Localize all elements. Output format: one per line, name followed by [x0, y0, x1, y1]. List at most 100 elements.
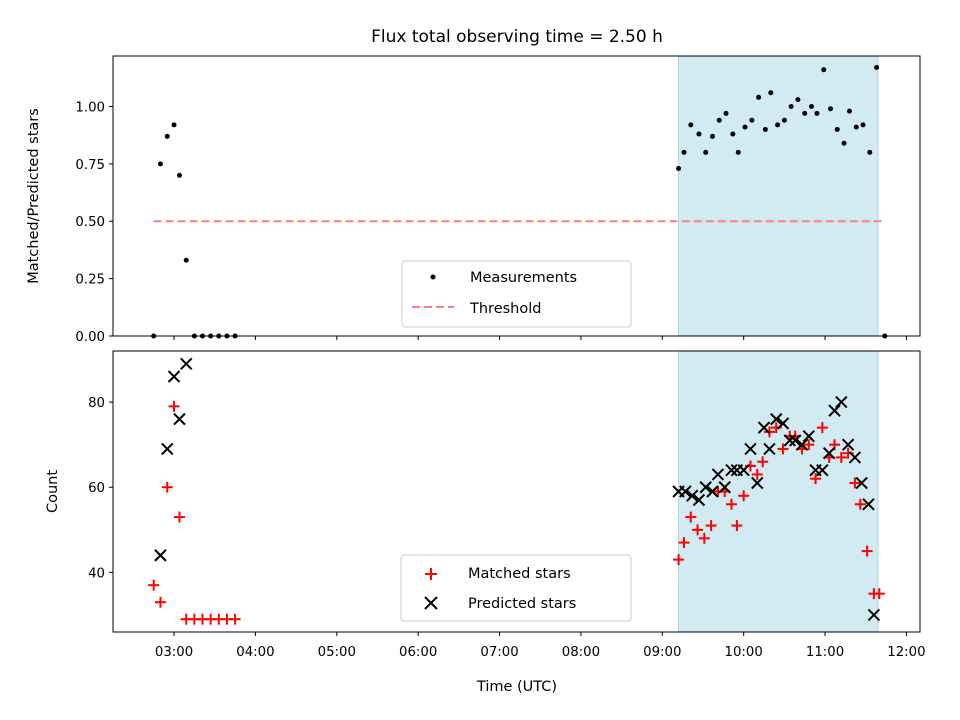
legend-predicted-label: Predicted stars	[468, 596, 576, 612]
measurement-point	[716, 117, 722, 123]
measurement-point	[688, 122, 694, 128]
measurement-point	[867, 149, 873, 155]
measurement-point	[730, 131, 736, 137]
predicted-star-point	[154, 549, 167, 562]
predicted-star-point	[816, 464, 829, 477]
top-panel: 0.00 0.25 0.50 0.75 1.00 Matched/Predicted s…	[26, 55, 921, 345]
measurement-point	[768, 90, 774, 96]
matched-star-point	[698, 532, 710, 544]
top-y-tick-label: 0.00	[75, 330, 105, 345]
predicted-star-point	[802, 429, 815, 443]
top-y-tick-label: 0.50	[75, 215, 105, 230]
predicted-star-point	[835, 395, 848, 409]
bottom-x-tick-label: 11:00	[806, 645, 844, 660]
chart-title: Flux total observing time = 2.50 h	[371, 27, 663, 47]
bottom-x-axis-label: Time (UTC)	[476, 679, 557, 695]
legend-matched-label: Matched stars	[468, 566, 571, 582]
bottom-x-tick-label: 06:00	[399, 645, 437, 660]
measurement-point	[709, 133, 715, 139]
predicted-star-point	[180, 357, 193, 370]
measurement-point	[795, 97, 801, 103]
predicted-star-point	[685, 489, 699, 502]
legend-predicted-marker	[424, 596, 438, 610]
predicted-star-point	[161, 442, 174, 456]
bottom-x-tick-label: 10:00	[725, 645, 763, 660]
measurement-point	[846, 108, 852, 114]
legend-matched-marker	[425, 568, 437, 580]
predicted-star-point	[763, 442, 776, 456]
matched-star-point	[810, 473, 822, 485]
matched-star-point	[731, 520, 743, 532]
predicted-star-point	[789, 434, 802, 447]
predicted-star-point	[867, 608, 881, 622]
legend-threshold-label: Threshold	[469, 301, 541, 317]
predicted-star-point	[848, 451, 862, 464]
bottom-legend-box	[400, 554, 632, 622]
predicted-star-point	[770, 412, 783, 426]
predicted-star-point	[822, 446, 836, 460]
measurement-point	[860, 122, 866, 128]
predicted-star-point	[737, 464, 750, 477]
measurement-point	[834, 126, 840, 132]
measurement-point	[183, 257, 189, 263]
matched-star-point	[835, 451, 847, 463]
top-y-tick-label: 1.00	[75, 100, 105, 115]
predicted-star-point	[167, 370, 181, 383]
top-legend-box	[401, 260, 632, 328]
measurement-point	[696, 131, 702, 137]
bottom-axis-ticks: 40 60 80 03:00 04:00 05:00 06:00 07:00 08:00 09:0…	[88, 396, 926, 660]
legend-measurements-label: Measurements	[470, 270, 577, 286]
measurement-point	[749, 117, 755, 123]
legend-measurements-marker	[430, 274, 436, 280]
measurement-point	[676, 165, 682, 171]
measurement-point	[781, 117, 787, 123]
measurement-point	[762, 126, 768, 132]
measurement-point	[164, 133, 170, 139]
matched-star-point	[751, 468, 763, 480]
measurement-point	[176, 172, 182, 178]
matched-star-point	[873, 588, 885, 600]
top-y-tick-label: 0.75	[75, 158, 105, 173]
matched-star-point	[678, 537, 690, 549]
measurement-point	[827, 106, 833, 112]
matched-star-point	[816, 422, 828, 434]
bottom-plot-frame	[112, 350, 921, 633]
predicted-star-point	[795, 438, 809, 451]
matched-star-point	[173, 511, 185, 523]
bottom-x-tick-label: 05:00	[318, 645, 356, 660]
measurement-point	[742, 124, 748, 130]
predicted-star-point	[841, 438, 855, 451]
bottom-y-tick-label: 40	[88, 566, 105, 581]
measurement-point	[841, 140, 847, 146]
matched-star-point	[757, 456, 769, 468]
measurement-point	[802, 110, 808, 116]
matched-star-point	[168, 400, 180, 412]
predicted-star-point	[744, 442, 757, 456]
measurement-point	[723, 110, 729, 116]
predicted-star-point	[751, 476, 764, 490]
measurement-point	[735, 149, 741, 155]
measurement-point	[775, 122, 781, 128]
predicted-star-point	[173, 412, 186, 426]
matched-star-point	[705, 520, 717, 532]
predicted-star-point	[776, 417, 790, 430]
predicted-star-point	[757, 421, 771, 434]
bottom-x-tick-label: 12:00	[887, 645, 925, 660]
bottom-x-tick-label: 04:00	[236, 645, 274, 660]
count-points	[148, 357, 885, 625]
predicted-star-point	[725, 464, 738, 477]
bottom-x-tick-label: 07:00	[480, 645, 518, 660]
predicted-star-point	[828, 404, 841, 417]
top-plot-frame	[112, 55, 921, 337]
bottom-y-tick-label: 60	[88, 481, 105, 496]
bottom-x-tick-label: 08:00	[562, 645, 600, 660]
predicted-star-point	[855, 476, 868, 490]
measurement-point	[874, 64, 880, 70]
matched-star-point	[777, 443, 789, 455]
predicted-star-point	[699, 481, 712, 494]
bottom-legend: Matched stars Predicted stars	[400, 554, 632, 622]
predicted-star-point	[679, 485, 692, 498]
top-y-tick-label: 0.25	[75, 273, 105, 288]
matched-star-point	[861, 545, 873, 557]
